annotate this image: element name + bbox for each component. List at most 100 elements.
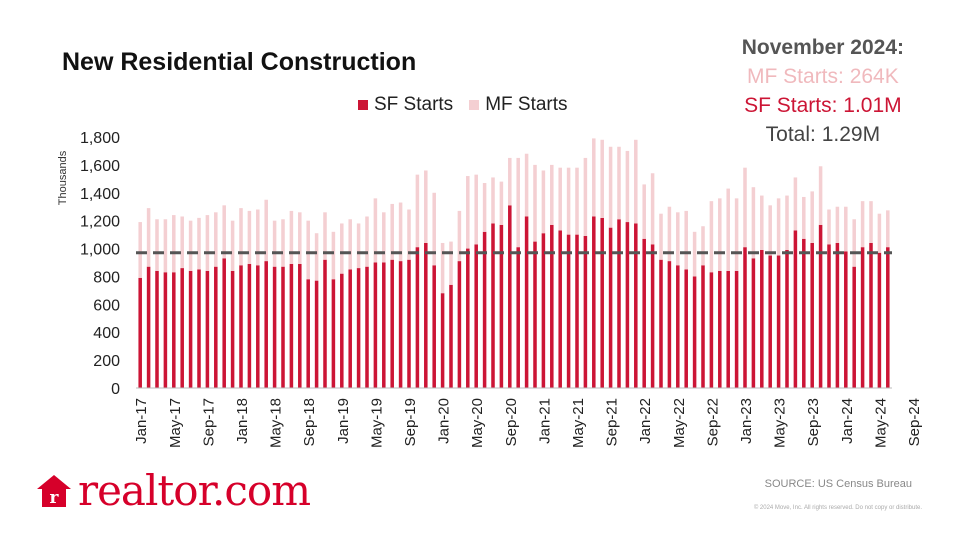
x-tick-label: Sep-21 (604, 398, 621, 446)
bar-mf (373, 198, 378, 263)
bar-sf (760, 249, 764, 388)
bar-mf (314, 233, 319, 281)
bar-mf (734, 198, 739, 271)
bar-mf (776, 198, 781, 256)
bar-mf (197, 217, 201, 270)
bar-sf (197, 269, 201, 388)
bar-sf (323, 259, 327, 388)
bar-mf (499, 181, 504, 225)
y-tick-label: 800 (93, 269, 120, 286)
bar-mf (491, 177, 495, 224)
bar-mf (659, 213, 663, 260)
house-r-icon: r (37, 475, 71, 508)
bar-sf (180, 268, 184, 388)
bar-mf (474, 174, 478, 245)
bar-sf (365, 266, 369, 388)
bar-sf (205, 270, 210, 388)
x-tick-label: Jan-24 (839, 398, 856, 444)
x-tick-label: Jan-17 (133, 398, 150, 444)
bar-mf (466, 176, 470, 249)
bar-sf (768, 255, 772, 388)
bar-sf (172, 272, 176, 388)
bar-mf (482, 183, 487, 232)
bar-sf (331, 279, 336, 388)
bar-mf (214, 212, 218, 267)
bar-mf (172, 215, 176, 273)
bar-mf (793, 177, 798, 231)
legend-item-sf: SF Starts (358, 94, 453, 116)
x-tick-label: Sep-18 (301, 398, 318, 446)
bar-mf (256, 209, 260, 266)
bar-mf (608, 146, 613, 228)
bar-sf (642, 238, 646, 388)
bar-sf (214, 266, 218, 388)
bar-sf (188, 270, 193, 388)
bar-sf (818, 224, 823, 388)
bar-mf (726, 188, 730, 271)
bar-mf (440, 242, 445, 294)
bar-sf (457, 261, 462, 388)
bar-sf (667, 261, 672, 388)
x-tick-label: May-19 (368, 398, 385, 448)
bar-mf (449, 241, 453, 285)
x-tick-label: Sep-19 (402, 398, 419, 446)
callout-mf-starts: MF Starts: 264K (747, 65, 899, 88)
bar-mf (751, 187, 756, 259)
bar-mf (382, 212, 386, 263)
x-tick-label: May-23 (772, 398, 789, 448)
bar-mf (163, 219, 168, 273)
bar-sf (852, 266, 856, 388)
bar-sf (289, 263, 294, 388)
bar-sf (256, 265, 260, 388)
bar-mf (247, 210, 252, 264)
x-tick-label: Jan-23 (738, 398, 755, 444)
bar-sf (835, 242, 840, 388)
bar-mf (432, 192, 436, 266)
bar-sf (449, 284, 453, 388)
bar-sf (869, 242, 873, 388)
bar-sf (810, 242, 814, 388)
callout-total: Total: 1.29M (765, 123, 881, 146)
bar-sf (592, 216, 596, 388)
y-axis: 0 200 400 600 800 1,000 1,200 1,400 1,600 1,800 (80, 130, 120, 398)
bar-mf (398, 202, 403, 262)
bar-mf (617, 146, 621, 220)
bar-mf (146, 208, 151, 267)
bar-mf (634, 139, 638, 224)
bar-sf (524, 216, 529, 388)
bar-sf (281, 266, 285, 388)
bar-sf (692, 276, 697, 388)
copyright-note: © 2024 Move, Inc. All rights reserved. D… (753, 505, 922, 511)
bar-sf (701, 265, 705, 388)
y-tick-label: 1,200 (80, 214, 120, 231)
bar-sf (340, 273, 344, 388)
bar-mf (802, 196, 806, 239)
bar-mf (424, 170, 428, 243)
x-tick-label: May-22 (671, 398, 688, 448)
legend-swatch-mf (469, 100, 480, 110)
bar-mf (524, 153, 529, 217)
bar-mf (718, 198, 722, 271)
bar-mf (827, 209, 831, 245)
bar-sf (684, 269, 688, 388)
bar-mf (331, 231, 336, 280)
bar-mf (230, 220, 235, 271)
bar-sf (146, 266, 151, 388)
bar-mf (583, 157, 588, 237)
bar-sf (163, 272, 168, 388)
x-tick-label: Sep-20 (503, 398, 520, 446)
y-tick-label: 1,600 (80, 158, 120, 175)
bar-sf (222, 258, 226, 388)
bar-mf (818, 166, 823, 225)
bar-sf (793, 230, 798, 388)
bar-sf (558, 230, 562, 388)
source-note: SOURCE: US Census Bureau (764, 478, 912, 490)
bar-mf (407, 209, 411, 260)
bar-mf (205, 215, 210, 271)
bar-mf (365, 216, 369, 267)
y-tick-label: 400 (93, 325, 120, 342)
bar-sf (886, 247, 890, 388)
bar-mf (390, 203, 394, 260)
x-tick-label: Sep-22 (704, 398, 721, 446)
bar-sf (272, 266, 277, 388)
